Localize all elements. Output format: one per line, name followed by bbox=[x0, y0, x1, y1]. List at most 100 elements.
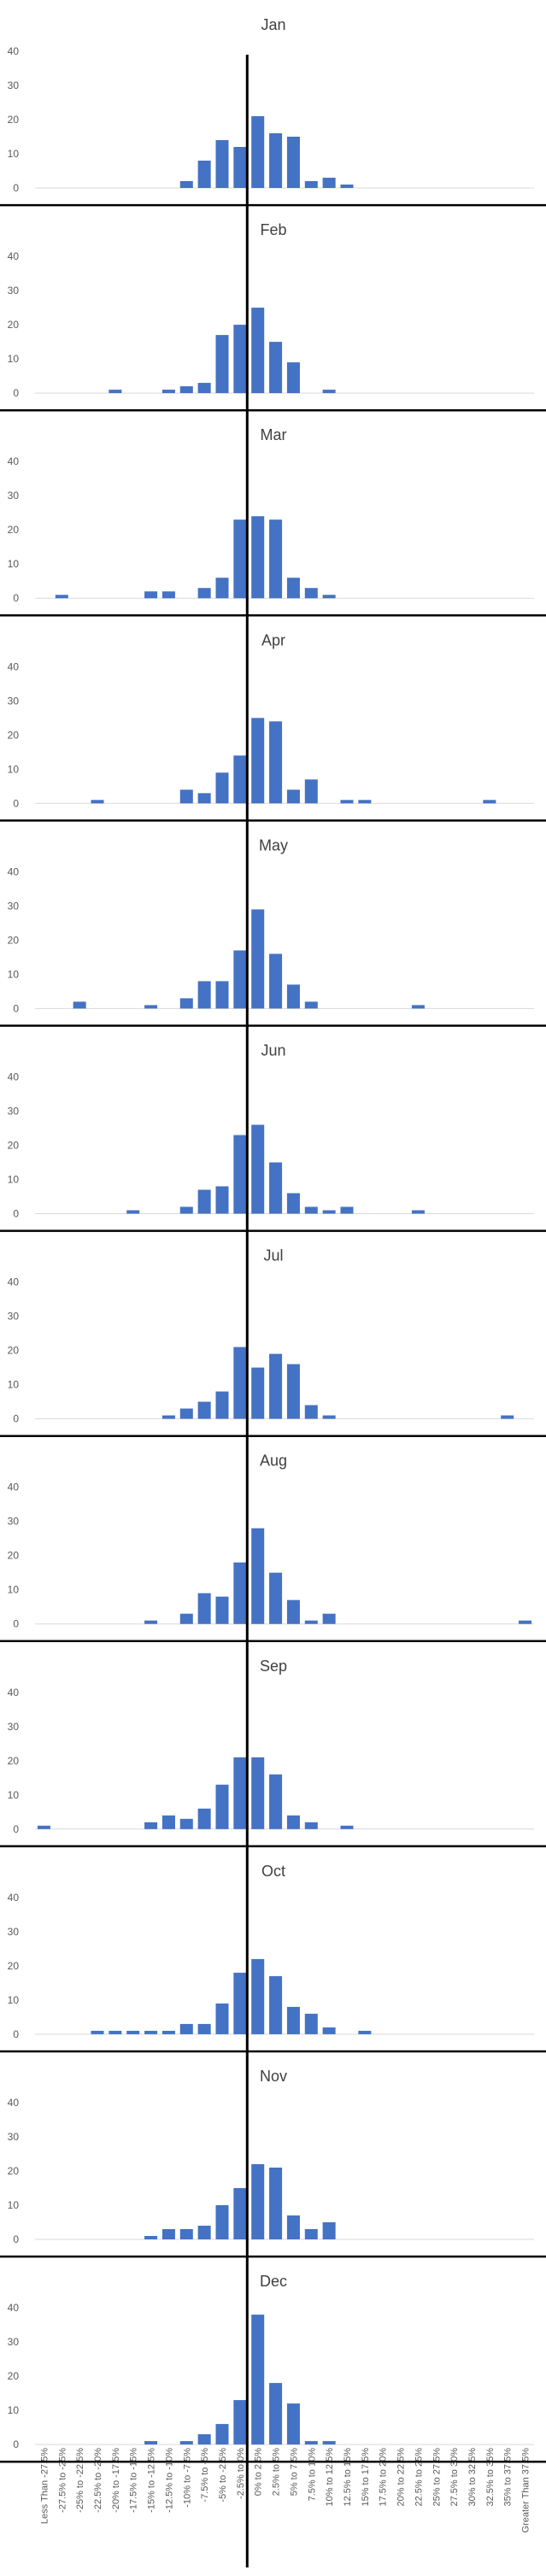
x-tick-label: 30% to 32.5% bbox=[467, 2448, 478, 2507]
bar bbox=[304, 1822, 318, 1829]
panel-aug: Aug 0 10 20 30 40 bbox=[0, 1452, 546, 1643]
panel-dec: Dec 0 10 20 30 40 bbox=[0, 2273, 546, 2463]
bar bbox=[340, 1206, 354, 1214]
y-tick-label: 40 bbox=[8, 1687, 20, 1699]
panel-jan: Jan 0 10 20 30 40 bbox=[0, 16, 546, 207]
bar bbox=[215, 140, 229, 188]
bar bbox=[322, 2027, 336, 2034]
panel-feb: Feb 0 10 20 30 40 bbox=[0, 221, 546, 412]
x-tick-label: -15% to -12.5% bbox=[147, 2448, 157, 2513]
bar bbox=[179, 789, 193, 804]
bar bbox=[215, 1784, 229, 1829]
bar bbox=[322, 390, 336, 394]
bar bbox=[126, 2030, 140, 2034]
bar bbox=[197, 383, 211, 394]
bar bbox=[215, 2205, 229, 2239]
bar bbox=[91, 800, 104, 804]
bar bbox=[233, 147, 247, 188]
bar bbox=[55, 595, 68, 599]
bar bbox=[126, 1210, 140, 1214]
y-tick-label: 10 bbox=[8, 968, 20, 980]
bar bbox=[358, 800, 372, 804]
bar bbox=[144, 2236, 158, 2239]
panel-sep: Sep 0 10 20 30 40 bbox=[0, 1658, 546, 1848]
bar bbox=[286, 789, 300, 804]
bar bbox=[340, 185, 354, 188]
bar bbox=[73, 1001, 86, 1009]
bar bbox=[197, 981, 211, 1009]
y-tick-label: 10 bbox=[8, 1789, 20, 1801]
bar bbox=[233, 2188, 247, 2239]
y-tick-label: 40 bbox=[8, 2302, 20, 2314]
panel-title: Jan bbox=[261, 16, 285, 33]
x-tick-label: 32.5% to 35% bbox=[485, 2448, 496, 2507]
bar bbox=[144, 2030, 158, 2034]
x-tick-label: 27.5% to 30% bbox=[449, 2448, 460, 2507]
bar bbox=[161, 1415, 175, 1419]
bar bbox=[269, 133, 283, 188]
y-tick-label: 20 bbox=[8, 1960, 20, 1972]
bar bbox=[286, 2403, 300, 2445]
x-tick-label: 10% to 12.5% bbox=[325, 2448, 335, 2507]
bar bbox=[251, 308, 265, 394]
bar bbox=[322, 178, 336, 188]
bar bbox=[251, 1528, 265, 1624]
bar bbox=[233, 1972, 247, 2034]
x-tick-label: -2.5% to 0% bbox=[236, 2448, 246, 2499]
bar bbox=[304, 1206, 318, 1214]
bar bbox=[411, 1210, 425, 1214]
bar bbox=[322, 1613, 336, 1624]
y-tick-label: 0 bbox=[13, 1618, 19, 1630]
bar bbox=[269, 342, 283, 394]
bar bbox=[251, 1367, 265, 1419]
y-tick-label: 0 bbox=[13, 592, 19, 604]
bar bbox=[179, 1613, 193, 1624]
panel-title: Oct bbox=[261, 1863, 285, 1880]
y-tick-label: 40 bbox=[8, 1071, 20, 1083]
y-tick-label: 30 bbox=[8, 1721, 20, 1733]
x-tick-label: -25% to -22.5% bbox=[75, 2448, 85, 2513]
y-tick-label: 30 bbox=[8, 2336, 20, 2348]
x-tick-label: -12.5% to -10% bbox=[164, 2448, 174, 2513]
y-tick-label: 20 bbox=[8, 319, 20, 331]
panel-title: May bbox=[259, 836, 288, 854]
bar bbox=[179, 2023, 193, 2034]
bar bbox=[286, 137, 300, 188]
x-tick-label: 7.5% to 10% bbox=[307, 2448, 317, 2502]
panel-title: Feb bbox=[260, 221, 286, 238]
bar bbox=[197, 588, 211, 599]
x-tick-label: 2.5% to 5% bbox=[272, 2448, 282, 2496]
bar bbox=[161, 2229, 175, 2239]
y-tick-label: 30 bbox=[8, 1311, 20, 1323]
bar bbox=[197, 2226, 211, 2239]
bar bbox=[251, 1124, 265, 1214]
y-tick-label: 40 bbox=[8, 45, 20, 57]
y-tick-label: 0 bbox=[13, 2438, 19, 2450]
y-tick-label: 0 bbox=[13, 1002, 19, 1014]
y-tick-label: 10 bbox=[8, 763, 20, 775]
panel-title: Jul bbox=[263, 1247, 283, 1265]
y-tick-label: 10 bbox=[8, 353, 20, 365]
bar bbox=[340, 800, 354, 804]
bar bbox=[304, 779, 318, 804]
bar bbox=[269, 1162, 283, 1214]
bar bbox=[161, 1815, 175, 1829]
y-tick-label: 20 bbox=[8, 1755, 20, 1767]
bar bbox=[109, 390, 122, 394]
bar bbox=[322, 2441, 336, 2445]
y-tick-label: 0 bbox=[13, 2028, 19, 2040]
y-tick-label: 0 bbox=[13, 2233, 19, 2245]
bar bbox=[269, 1774, 283, 1829]
y-tick-label: 20 bbox=[8, 1345, 20, 1357]
y-tick-label: 10 bbox=[8, 1379, 20, 1391]
panel-mar: Mar 0 10 20 30 40 bbox=[0, 426, 546, 617]
x-tick-label: 5% to 7.5% bbox=[289, 2448, 299, 2496]
panel-title: Aug bbox=[260, 1452, 287, 1470]
bar bbox=[251, 1757, 265, 1829]
x-tick-label: 35% to 37.5% bbox=[503, 2448, 514, 2507]
y-tick-label: 30 bbox=[8, 285, 20, 296]
y-tick-label: 30 bbox=[8, 695, 20, 707]
bar bbox=[144, 1620, 158, 1624]
bar bbox=[197, 2023, 211, 2034]
bar bbox=[161, 591, 175, 599]
